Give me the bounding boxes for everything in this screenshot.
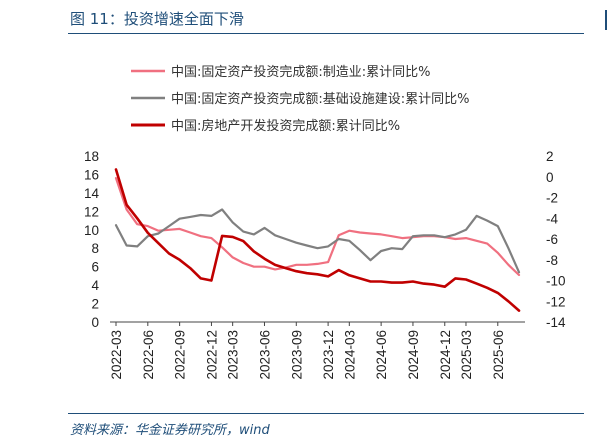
x-tick-label: 2022-09	[173, 330, 188, 380]
x-tick-label: 2022-06	[141, 330, 156, 380]
y-left-tick-label: 16	[84, 167, 99, 182]
legend-label-1: 中国:固定资产投资完成额:制造业:累计同比%	[171, 64, 431, 80]
x-tick-label: 2024-09	[406, 330, 421, 380]
x-tick-label: 2023-09	[289, 330, 304, 380]
y-right-tick-label: -4	[546, 211, 558, 226]
y-left-tick-label: 4	[91, 278, 99, 293]
x-tick-label: 2023-12	[321, 330, 336, 380]
chart-legend: 中国:固定资产投资完成额:制造业:累计同比% 中国:固定资产投资完成额:基础设施建…	[131, 64, 470, 134]
y-left-tick-label: 6	[91, 260, 99, 275]
series-line-3	[114, 168, 521, 312]
series-line-1	[114, 177, 521, 277]
y-left-tick-label: 14	[84, 186, 100, 201]
y-left-tick-label: 10	[84, 223, 99, 238]
y-right-tick-label: -6	[546, 232, 558, 247]
y-right-tick-label: 2	[546, 149, 554, 164]
x-tick-label: 2025-06	[491, 330, 506, 380]
edge-marker	[605, 10, 607, 30]
legend-label-3: 中国:房地产开发投资完成额:累计同比%	[171, 118, 400, 134]
x-tick-label: 2022-12	[204, 330, 219, 380]
x-tick-label: 2025-03	[459, 330, 474, 380]
x-tick-label: 2024-12	[438, 330, 453, 380]
y-left-tick-label: 12	[84, 204, 99, 219]
line-chart: 中国:固定资产投资完成额:制造业:累计同比% 中国:固定资产投资完成额:基础设施建…	[84, 64, 566, 380]
y-left-tick-label: 0	[91, 315, 99, 330]
y-left-tick-label: 18	[84, 149, 99, 164]
y-left-tick-label: 2	[91, 297, 99, 312]
y-right-tick-label: -2	[546, 191, 558, 206]
y-right-tick-label: -10	[546, 274, 566, 289]
y-left-tick-label: 8	[91, 241, 99, 256]
x-tick-label: 2023-06	[257, 330, 272, 380]
chart-series	[114, 168, 521, 312]
x-tick-label: 2023-03	[226, 330, 241, 380]
source-divider	[68, 413, 584, 414]
x-tick-label: 2024-06	[374, 330, 389, 380]
y-right-tick-label: -8	[546, 253, 558, 268]
title-divider	[68, 33, 584, 34]
y-right-tick-label: -14	[546, 315, 566, 330]
y-right-tick-label: -12	[546, 294, 566, 309]
x-tick-label: 2022-03	[109, 330, 124, 380]
series-line-2	[114, 208, 521, 274]
source-note: 资料来源：华金证券研究所，wind	[70, 423, 270, 438]
x-tick-label: 2024-03	[342, 330, 357, 380]
y-right-tick-label: 0	[546, 170, 554, 185]
figure-title: 图 11：投资增速全面下滑	[70, 10, 244, 28]
legend-label-2: 中国:固定资产投资完成额:基础设施建设:累计同比%	[171, 91, 470, 107]
